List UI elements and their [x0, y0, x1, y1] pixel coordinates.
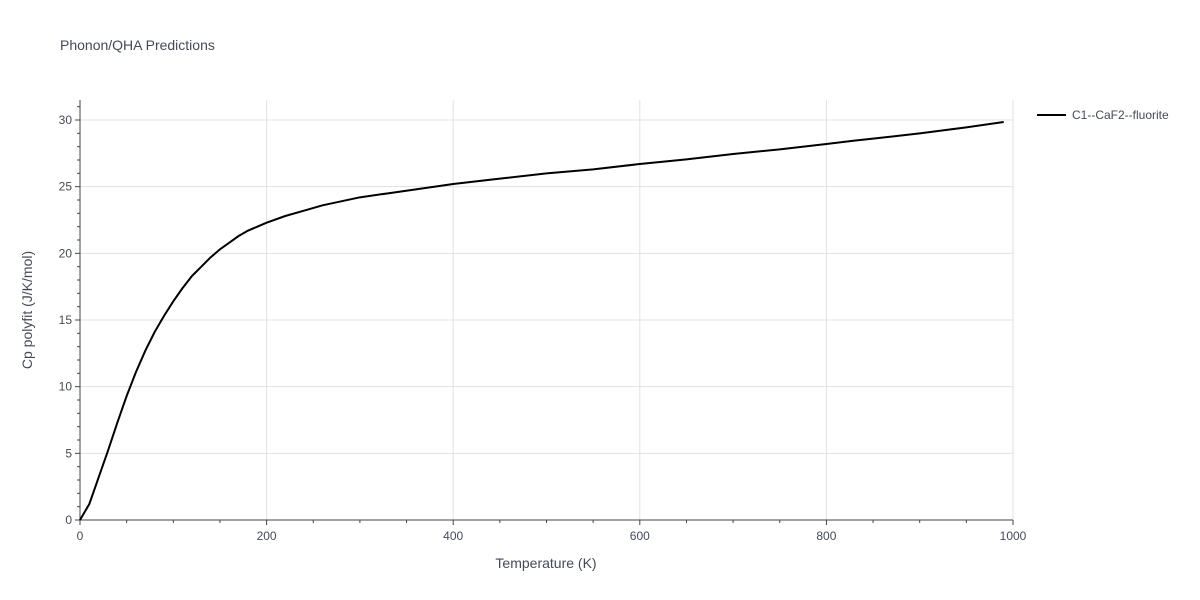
- x-tick-label: 600: [630, 529, 650, 543]
- x-tick-label: 200: [257, 529, 277, 543]
- series-layer: [79, 121, 1004, 521]
- series-line: [79, 121, 1004, 521]
- x-tick-label: 0: [77, 529, 84, 543]
- y-axis-title: Cp polyfit (J/K/mol): [19, 251, 35, 369]
- x-axis-title: Temperature (K): [495, 555, 596, 571]
- legend-label: C1--CaF2--fluorite: [1072, 108, 1169, 122]
- x-tick-label: 400: [443, 529, 463, 543]
- chart-title: Phonon/QHA Predictions: [60, 37, 215, 53]
- x-tick-label: 800: [816, 529, 836, 543]
- y-tick-label: 0: [65, 513, 72, 527]
- x-tick-label: 1000: [1000, 529, 1027, 543]
- grid: [80, 100, 1014, 520]
- ticks: 0 200 400 600 800 1000 0 5 10 15 20 25 30: [59, 106, 1027, 543]
- y-tick-label: 5: [65, 446, 72, 460]
- axes: [79, 100, 1013, 521]
- y-tick-label: 30: [59, 113, 73, 127]
- y-tick-label: 15: [59, 313, 73, 327]
- y-tick-label: 20: [59, 246, 73, 260]
- y-tick-label: 25: [59, 180, 73, 194]
- legend[interactable]: C1--CaF2--fluorite: [1037, 108, 1169, 122]
- y-tick-label: 10: [59, 380, 73, 394]
